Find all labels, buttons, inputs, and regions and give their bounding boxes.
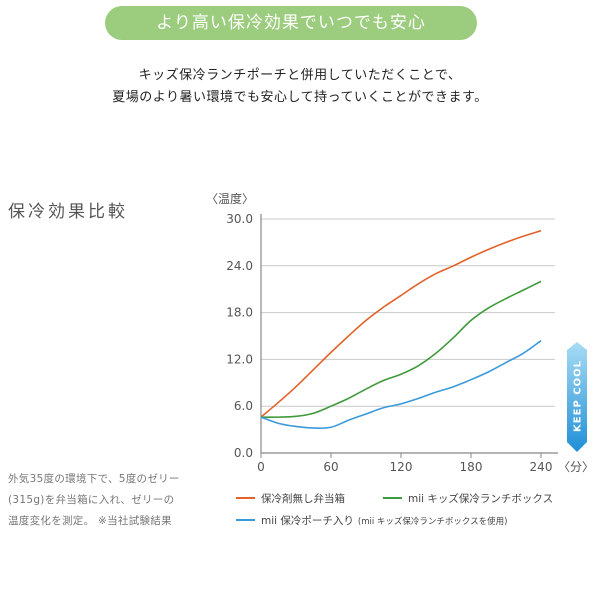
x-tick-label: 240 — [530, 460, 553, 474]
x-tick-label: 120 — [390, 460, 413, 474]
headline-banner: より高い保冷効果でいつでも安心 — [105, 6, 477, 40]
intro-line-2: 夏場のより暑い環境でも安心して持っていくことができます。 — [112, 90, 488, 105]
test-note-line-1: 外気35度の環境下で、5度のゼリー — [8, 473, 180, 485]
y-tick-label: 30.0 — [226, 212, 253, 226]
y-tick-label: 12.0 — [226, 352, 253, 366]
y-axis-label: 〈温度〉 — [206, 191, 254, 206]
series-line-3 — [260, 340, 542, 429]
y-tick-label: 0.0 — [234, 446, 253, 460]
x-axis-label: 〈分〉 — [558, 460, 594, 474]
y-tick-label: 6.0 — [234, 399, 253, 413]
legend-note-3: (mii キッズ保冷ランチボックスを使用) — [358, 516, 508, 527]
keep-cool-arrow-icon — [567, 342, 587, 452]
x-tick-label: 180 — [460, 460, 483, 474]
legend-label-3: mii 保冷ポーチ入り (mii キッズ保冷ランチボックスを使用) — [261, 514, 508, 527]
series-line-1 — [260, 229, 542, 418]
test-note-line-2: (315g)を弁当箱に入れ、ゼリーの — [8, 494, 175, 506]
keep-cool-label: KEEP COOL — [573, 360, 584, 432]
y-tick-label: 18.0 — [226, 306, 253, 320]
intro-line-1: キッズ保冷ランチポーチと併用していただくことで、 — [138, 68, 462, 83]
x-tick-label: 0 — [257, 460, 265, 474]
legend-label-1: 保冷剤無し弁当箱 — [261, 492, 345, 505]
y-tick-label: 24.0 — [226, 259, 253, 273]
x-tick-label: 60 — [323, 460, 338, 474]
section-title: 保冷効果比較 — [8, 202, 128, 222]
series-line-2 — [260, 280, 542, 418]
legend-label-2: mii キッズ保冷ランチボックス — [408, 492, 553, 505]
test-note-line-3: 温度変化を測定。 ※当社試験結果 — [8, 515, 172, 527]
